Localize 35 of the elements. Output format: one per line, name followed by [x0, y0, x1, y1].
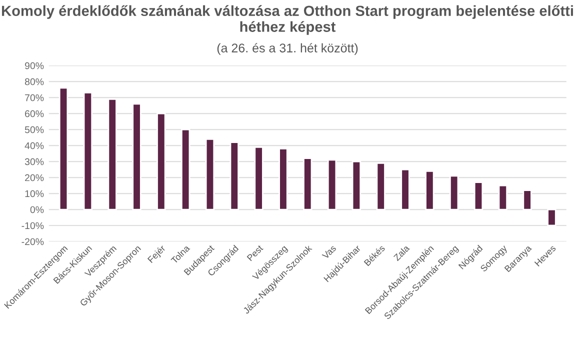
bar	[180, 128, 190, 210]
chart-title: Komoly érdeklődők számának változása az Otthon Start program bejelentése előtti héthez képest	[2, 5, 573, 35]
bar	[376, 162, 386, 210]
bar	[400, 168, 410, 210]
y-tick-label: -10%	[22, 222, 44, 230]
y-tick-label: 90%	[25, 62, 44, 70]
bar	[474, 182, 484, 210]
bar	[327, 159, 337, 210]
bar	[449, 175, 459, 210]
bar	[108, 98, 117, 210]
bar	[132, 103, 142, 210]
bar	[58, 87, 68, 210]
y-tick-label: 10%	[25, 190, 44, 198]
bar	[254, 146, 264, 210]
y-tick-label: 0%	[30, 206, 44, 214]
bar	[83, 92, 93, 210]
bar	[303, 158, 312, 210]
bar	[230, 142, 239, 210]
y-tick-label: 70%	[25, 94, 44, 102]
bar	[498, 184, 508, 210]
y-tick-label: 30%	[24, 158, 44, 166]
y-tick-label: -20%	[22, 238, 44, 246]
bar	[522, 190, 532, 210]
y-tick-label: 50%	[24, 126, 44, 134]
y-tick-label: 40%	[24, 142, 44, 150]
y-tick-label: 80%	[24, 78, 44, 86]
y-tick-label: 60%	[25, 110, 44, 118]
bar	[278, 148, 288, 210]
bar	[425, 170, 434, 210]
bar	[205, 138, 215, 210]
bar	[547, 208, 556, 226]
chart-subtitle: (a 26. és a 31. hét között)	[217, 43, 358, 55]
y-tick-label: 20%	[25, 174, 44, 182]
bar	[156, 112, 166, 210]
bar	[352, 160, 362, 210]
